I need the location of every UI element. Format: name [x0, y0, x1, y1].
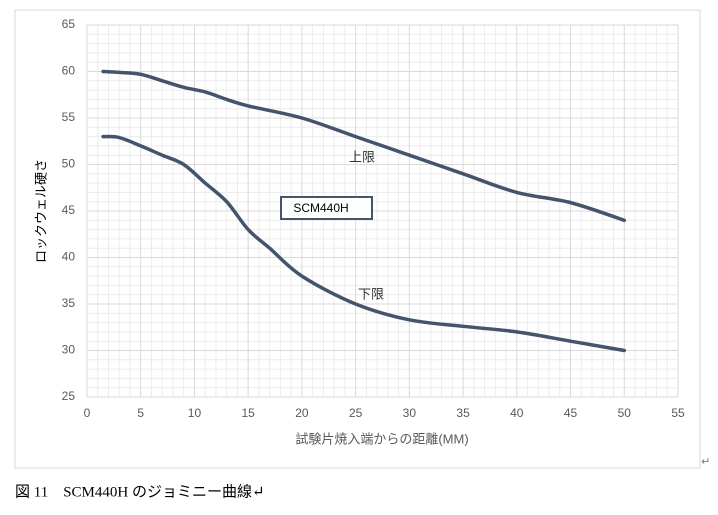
y-tick-label: 50 — [62, 157, 76, 171]
y-tick-label: 45 — [62, 203, 76, 217]
x-tick-label: 55 — [671, 406, 685, 420]
x-tick-label: 10 — [188, 406, 202, 420]
series-label: 下限 — [358, 286, 384, 301]
paragraph-mark: ↵ — [701, 456, 710, 468]
series-line — [101, 134, 627, 353]
y-tick-label: 65 — [62, 17, 76, 31]
y-tick-label: 25 — [62, 389, 76, 403]
x-tick-label: 50 — [618, 406, 632, 420]
annotation: SCM440H — [293, 201, 348, 215]
y-tick-label: 60 — [62, 64, 76, 78]
y-tick-label: 55 — [62, 110, 76, 124]
x-tick-label: 20 — [295, 406, 309, 420]
series-label: 上限 — [349, 149, 375, 164]
x-tick-label: 40 — [510, 406, 524, 420]
x-tick-label: 5 — [137, 406, 144, 420]
caption: 図 11 SCM440H のジョミニー曲線↵ — [15, 483, 265, 500]
x-tick-label: 25 — [349, 406, 363, 420]
x-tick-label: 45 — [564, 406, 578, 420]
x-tick-label: 30 — [403, 406, 417, 420]
series-line — [101, 69, 627, 223]
x-tick-label: 15 — [242, 406, 256, 420]
x-axis-label: 試験片焼入端からの距離(MM) — [295, 431, 468, 446]
y-tick-label: 35 — [62, 296, 76, 310]
y-tick-label: 30 — [62, 343, 76, 357]
y-axis-label: ロックウェル硬さ — [33, 159, 48, 263]
y-tick-label: 40 — [62, 250, 76, 264]
x-tick-label: 0 — [84, 406, 91, 420]
annotation-box — [280, 196, 373, 220]
x-tick-label: 35 — [456, 406, 470, 420]
